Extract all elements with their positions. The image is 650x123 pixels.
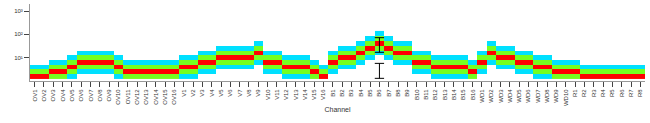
svg-text:10¹: 10¹ bbox=[14, 55, 23, 61]
svg-text:B13: B13 bbox=[442, 89, 448, 100]
svg-text:V14: V14 bbox=[302, 89, 308, 100]
svg-text:B11: B11 bbox=[423, 89, 429, 100]
svg-text:OV10: OV10 bbox=[115, 89, 121, 105]
svg-text:OV14: OV14 bbox=[153, 89, 159, 105]
svg-text:V6: V6 bbox=[227, 89, 233, 97]
svg-text:B16: B16 bbox=[470, 89, 476, 100]
svg-text:WD5: WD5 bbox=[516, 89, 522, 103]
svg-text:R4: R4 bbox=[600, 89, 606, 97]
svg-text:B3: B3 bbox=[348, 89, 354, 97]
svg-text:OV15: OV15 bbox=[162, 89, 168, 105]
svg-text:V7: V7 bbox=[237, 89, 243, 97]
svg-text:WD3: WD3 bbox=[498, 89, 504, 103]
svg-text:B4: B4 bbox=[358, 89, 364, 97]
svg-text:B5: B5 bbox=[367, 89, 373, 97]
svg-text:R3: R3 bbox=[591, 89, 597, 97]
svg-text:B2: B2 bbox=[339, 89, 345, 97]
svg-text:V1: V1 bbox=[181, 89, 187, 97]
svg-text:Channel: Channel bbox=[324, 106, 351, 113]
svg-text:V4: V4 bbox=[209, 89, 215, 97]
svg-text:V16: V16 bbox=[320, 89, 326, 100]
svg-text:OV11: OV11 bbox=[125, 89, 131, 105]
svg-text:OV16: OV16 bbox=[171, 89, 177, 105]
svg-text:OV6: OV6 bbox=[78, 89, 84, 102]
svg-text:OV3: OV3 bbox=[50, 89, 56, 102]
svg-text:V11: V11 bbox=[274, 89, 280, 100]
svg-text:OV5: OV5 bbox=[69, 89, 75, 102]
svg-text:B8: B8 bbox=[395, 89, 401, 97]
svg-text:V8: V8 bbox=[246, 89, 252, 97]
svg-text:10³: 10³ bbox=[14, 8, 23, 14]
svg-text:V12: V12 bbox=[283, 89, 289, 100]
svg-text:B12: B12 bbox=[432, 89, 438, 100]
svg-text:R1: R1 bbox=[572, 89, 578, 97]
svg-text:B9: B9 bbox=[404, 89, 410, 97]
svg-text:OV9: OV9 bbox=[106, 89, 112, 102]
svg-text:WD9: WD9 bbox=[553, 89, 559, 103]
svg-text:WD8: WD8 bbox=[544, 89, 550, 103]
svg-text:WD4: WD4 bbox=[507, 89, 513, 103]
svg-text:V3: V3 bbox=[199, 89, 205, 97]
svg-text:R7: R7 bbox=[628, 89, 634, 97]
svg-text:WD1: WD1 bbox=[479, 89, 485, 103]
svg-text:R6: R6 bbox=[619, 89, 625, 97]
svg-text:V10: V10 bbox=[265, 89, 271, 100]
svg-text:OV13: OV13 bbox=[143, 89, 149, 105]
svg-text:B10: B10 bbox=[414, 89, 420, 100]
svg-text:V9: V9 bbox=[255, 89, 261, 97]
svg-text:OV7: OV7 bbox=[88, 89, 94, 102]
svg-text:V2: V2 bbox=[190, 89, 196, 97]
svg-text:B1: B1 bbox=[330, 89, 336, 97]
svg-text:WD6: WD6 bbox=[525, 89, 531, 103]
svg-text:WD10: WD10 bbox=[563, 89, 569, 106]
svg-text:WD7: WD7 bbox=[535, 89, 541, 103]
svg-text:R5: R5 bbox=[609, 89, 615, 97]
svg-text:OV12: OV12 bbox=[134, 89, 140, 105]
svg-text:V13: V13 bbox=[293, 89, 299, 100]
svg-text:R2: R2 bbox=[581, 89, 587, 97]
svg-text:OV2: OV2 bbox=[41, 89, 47, 102]
svg-text:B15: B15 bbox=[460, 89, 466, 100]
svg-text:10²: 10² bbox=[14, 31, 23, 37]
svg-text:OV1: OV1 bbox=[32, 89, 38, 102]
svg-text:B14: B14 bbox=[451, 89, 457, 100]
svg-text:B6: B6 bbox=[376, 89, 382, 97]
svg-text:WD2: WD2 bbox=[488, 89, 494, 103]
svg-text:OV8: OV8 bbox=[97, 89, 103, 102]
svg-text:R8: R8 bbox=[637, 89, 643, 97]
svg-text:V5: V5 bbox=[218, 89, 224, 97]
svg-text:V15: V15 bbox=[311, 89, 317, 100]
svg-text:OV4: OV4 bbox=[60, 89, 66, 102]
svg-text:B7: B7 bbox=[386, 89, 392, 97]
